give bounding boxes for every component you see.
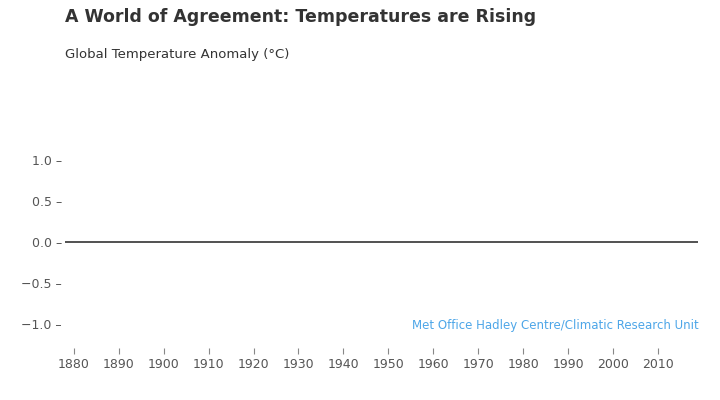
Text: Met Office Hadley Centre/Climatic Research Unit: Met Office Hadley Centre/Climatic Resear… (412, 319, 698, 332)
Text: Global Temperature Anomaly (°C): Global Temperature Anomaly (°C) (65, 48, 289, 61)
Text: A World of Agreement: Temperatures are Rising: A World of Agreement: Temperatures are R… (65, 8, 536, 26)
